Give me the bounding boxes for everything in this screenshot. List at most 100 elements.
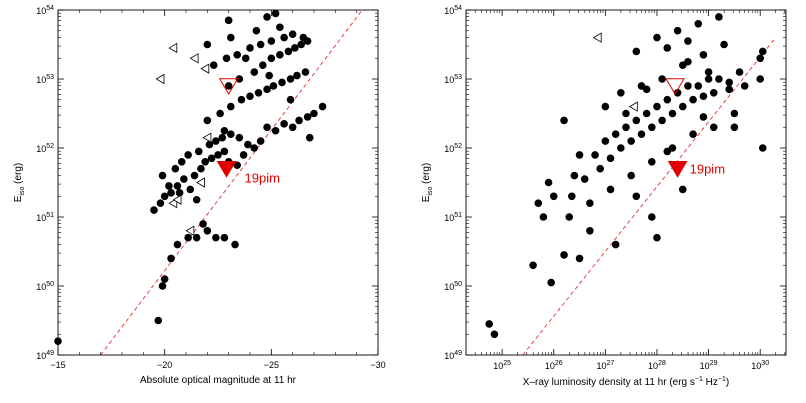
data-point (606, 154, 615, 163)
data-point (203, 227, 212, 235)
data-point (586, 199, 594, 207)
upper-limit-triangle (196, 177, 205, 188)
data-point (648, 158, 656, 166)
special-open-triangle (218, 78, 239, 95)
data-point (611, 240, 620, 249)
upper-limit-triangle (202, 132, 212, 143)
upper-limit-triangle (185, 225, 195, 236)
data-point (235, 75, 244, 83)
fit-line (522, 37, 777, 355)
data-point (725, 78, 734, 87)
data-point (547, 278, 555, 287)
x-tick-label: 1026 (545, 360, 563, 371)
data-point (184, 151, 192, 159)
data-point (220, 233, 229, 242)
data-point (596, 164, 604, 173)
data-point (653, 233, 661, 242)
x-tick-label: −15 (50, 360, 65, 370)
x-axis-label: X–ray luminosity density at 11 hr (erg s… (523, 376, 729, 388)
x-tick-label: −20 (157, 360, 172, 370)
data-point (730, 109, 739, 118)
data-point (267, 37, 276, 45)
data-point (617, 144, 625, 152)
data-point (560, 116, 568, 125)
special-filled-triangle (667, 161, 688, 178)
data-point (575, 151, 584, 159)
data-point (632, 116, 641, 125)
data-point (154, 316, 163, 325)
data-point (658, 116, 666, 125)
y-tick-label: 1051 (444, 212, 462, 223)
data-point (177, 158, 186, 166)
y-axis-label: Eiso (erg) (421, 163, 434, 203)
data-point (280, 120, 288, 128)
data-point (227, 130, 235, 138)
data-point (167, 254, 175, 263)
x-tick-label: −25 (264, 360, 279, 370)
data-point (284, 47, 293, 56)
data-point (601, 137, 610, 145)
y-tick-label: 1053 (36, 74, 54, 85)
data-point (203, 116, 212, 125)
data-point (216, 109, 224, 118)
data-point (190, 171, 199, 180)
data-point (668, 109, 677, 118)
data-point (622, 123, 630, 132)
data-point (218, 133, 227, 142)
data-point (299, 33, 308, 42)
data-point (637, 130, 646, 138)
upper-limit-triangle (189, 53, 199, 64)
data-point (256, 40, 265, 49)
data-point (699, 51, 708, 59)
data-point (192, 195, 201, 204)
data-point (175, 189, 184, 197)
data-point (286, 95, 295, 104)
data-point (256, 137, 265, 145)
data-point (611, 130, 620, 138)
data-point (195, 147, 203, 156)
x-tick-label: 1028 (648, 360, 666, 371)
data-point (758, 47, 767, 56)
data-point (601, 102, 610, 111)
x-tick-label: 1030 (751, 360, 769, 371)
data-point (167, 189, 175, 197)
data-point (735, 68, 744, 76)
y-tick-label: 1051 (36, 212, 54, 223)
data-point (212, 137, 220, 145)
upper-limit-triangle (172, 194, 182, 205)
data-point (222, 54, 231, 63)
data-point (730, 123, 739, 132)
data-point (673, 26, 682, 35)
data-point (653, 102, 661, 111)
data-point (586, 227, 594, 235)
upper-limit-triangle (200, 63, 210, 74)
plot-frame (57, 9, 379, 356)
data-point (627, 137, 635, 145)
data-point (663, 147, 672, 156)
data-point (648, 213, 656, 221)
data-point (591, 151, 599, 159)
y-tick-label: 1054 (36, 5, 54, 16)
data-point (622, 109, 630, 118)
data-point (689, 130, 697, 138)
data-point (575, 254, 584, 263)
y-tick-label: 1052 (444, 143, 462, 154)
data-point (297, 40, 306, 49)
data-point (617, 89, 625, 97)
data-point (199, 220, 207, 228)
data-point (539, 213, 548, 221)
data-point (758, 144, 767, 152)
data-point (715, 75, 723, 83)
data-point (699, 113, 708, 121)
data-point (252, 26, 261, 35)
data-point (150, 206, 158, 214)
data-point (725, 85, 734, 94)
upper-limit-triangle (592, 32, 602, 43)
data-point (173, 240, 182, 249)
data-point (740, 82, 749, 90)
data-point (197, 164, 205, 173)
data-point (207, 154, 216, 163)
data-point (173, 182, 182, 190)
data-point (632, 47, 641, 56)
data-point (301, 68, 310, 76)
